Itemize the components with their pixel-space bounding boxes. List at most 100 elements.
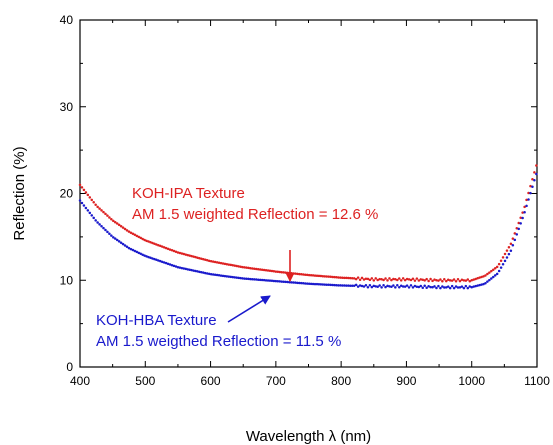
series-0-point (245, 266, 248, 269)
series-0-point (435, 278, 438, 282)
series-0-point (450, 279, 454, 282)
series-0-point (100, 209, 103, 212)
series-0-point (466, 278, 470, 281)
axis-ticks (79, 19, 538, 368)
series-0-point (213, 260, 217, 264)
series-0-point (468, 279, 472, 283)
y-tick-label: 40 (60, 13, 74, 27)
series-1-point (253, 278, 256, 281)
series-1-point (339, 284, 342, 287)
series-1-point (535, 172, 538, 176)
series-0-point (78, 183, 82, 187)
series-1-point (521, 216, 524, 220)
series-0-point (161, 245, 164, 248)
series-0-point (80, 186, 84, 189)
series-0-point (282, 271, 285, 274)
series-1-point (127, 246, 131, 250)
series-1-point (372, 284, 376, 288)
series-0-point (309, 274, 313, 277)
series-1-point (266, 279, 270, 282)
series-1-point (376, 285, 379, 289)
x-tick-label: 800 (331, 374, 351, 388)
series-1-point (527, 198, 530, 201)
series-1-point (445, 286, 448, 289)
series-0-point (358, 278, 362, 281)
series-1-point (358, 284, 362, 287)
series-0-point (88, 196, 92, 199)
series-0-point (366, 277, 370, 281)
series-0-point (376, 278, 379, 282)
series-1-point (382, 284, 385, 287)
series-0 (78, 164, 538, 283)
series-1-point (345, 284, 348, 287)
series-0-point (153, 242, 156, 245)
series-0-point (194, 255, 197, 259)
series-1-point (390, 285, 393, 288)
series-1-point (221, 274, 225, 278)
series-0-point (251, 267, 254, 270)
series-1-point (280, 280, 283, 283)
series-0-point (454, 279, 458, 283)
series-0-point (204, 258, 207, 262)
series-0-point (231, 264, 235, 267)
series-1-point (499, 266, 503, 269)
series-0-point (151, 241, 154, 245)
series-0-point (368, 278, 372, 282)
series-0-point (349, 276, 352, 280)
series-1-point (282, 280, 285, 283)
annotation-ipa-line1: KOH-IPA Texture (132, 185, 245, 202)
series-0-point (333, 275, 336, 279)
series-0-point (531, 177, 534, 181)
series-1-point (356, 285, 360, 288)
series-0-point (401, 277, 405, 280)
series-1-point (229, 275, 233, 279)
series-1-point (243, 277, 246, 280)
axis-tick-labels: 400 500 600 700 800 900 1000 1100 0 10 20 30 40 (60, 13, 551, 388)
series-1-point (394, 286, 397, 289)
series-1-point (337, 284, 340, 287)
series-0-point (415, 277, 419, 280)
series-0-point (476, 277, 479, 280)
series-0-point (280, 270, 283, 274)
series-1-point (529, 191, 532, 195)
series-1-point (380, 286, 383, 289)
series-1-point (272, 279, 276, 283)
series-1-point (476, 284, 479, 287)
series-1-point (170, 263, 174, 267)
series-0-point (198, 256, 201, 260)
series-1-point (423, 284, 426, 288)
series-1-point (166, 262, 170, 266)
series-1-point (186, 268, 189, 271)
series-1-point (323, 283, 327, 286)
series-1-point (321, 283, 325, 286)
series-1-point (329, 283, 332, 287)
series-1-point (335, 283, 338, 287)
series-1-point (327, 283, 330, 287)
series-1-point (100, 225, 103, 228)
series-0-point (519, 216, 522, 220)
series-0-point (486, 272, 489, 276)
series-0-point (264, 269, 268, 272)
series-1-point (464, 284, 468, 288)
series-0-point (441, 280, 444, 283)
series-1-point (378, 284, 381, 287)
series-0-point (339, 276, 342, 279)
series-1-point (82, 204, 86, 207)
series-0-point (503, 252, 507, 256)
series-1-point (217, 274, 221, 277)
series-0-point (394, 278, 397, 281)
series-1-point (315, 282, 319, 286)
series-1-point (341, 284, 344, 287)
series-0-point (131, 232, 135, 235)
series-0-point (433, 278, 436, 281)
series-1-point (505, 256, 509, 259)
series-0-point (262, 268, 266, 272)
series-1-point (474, 284, 477, 288)
series-0-point (374, 277, 377, 280)
series-0-point (521, 211, 524, 214)
series-1-point (264, 279, 268, 282)
series-0-point (168, 248, 172, 251)
series-1-point (276, 280, 280, 283)
series-1-point (368, 283, 372, 287)
series-0-point (529, 184, 532, 188)
